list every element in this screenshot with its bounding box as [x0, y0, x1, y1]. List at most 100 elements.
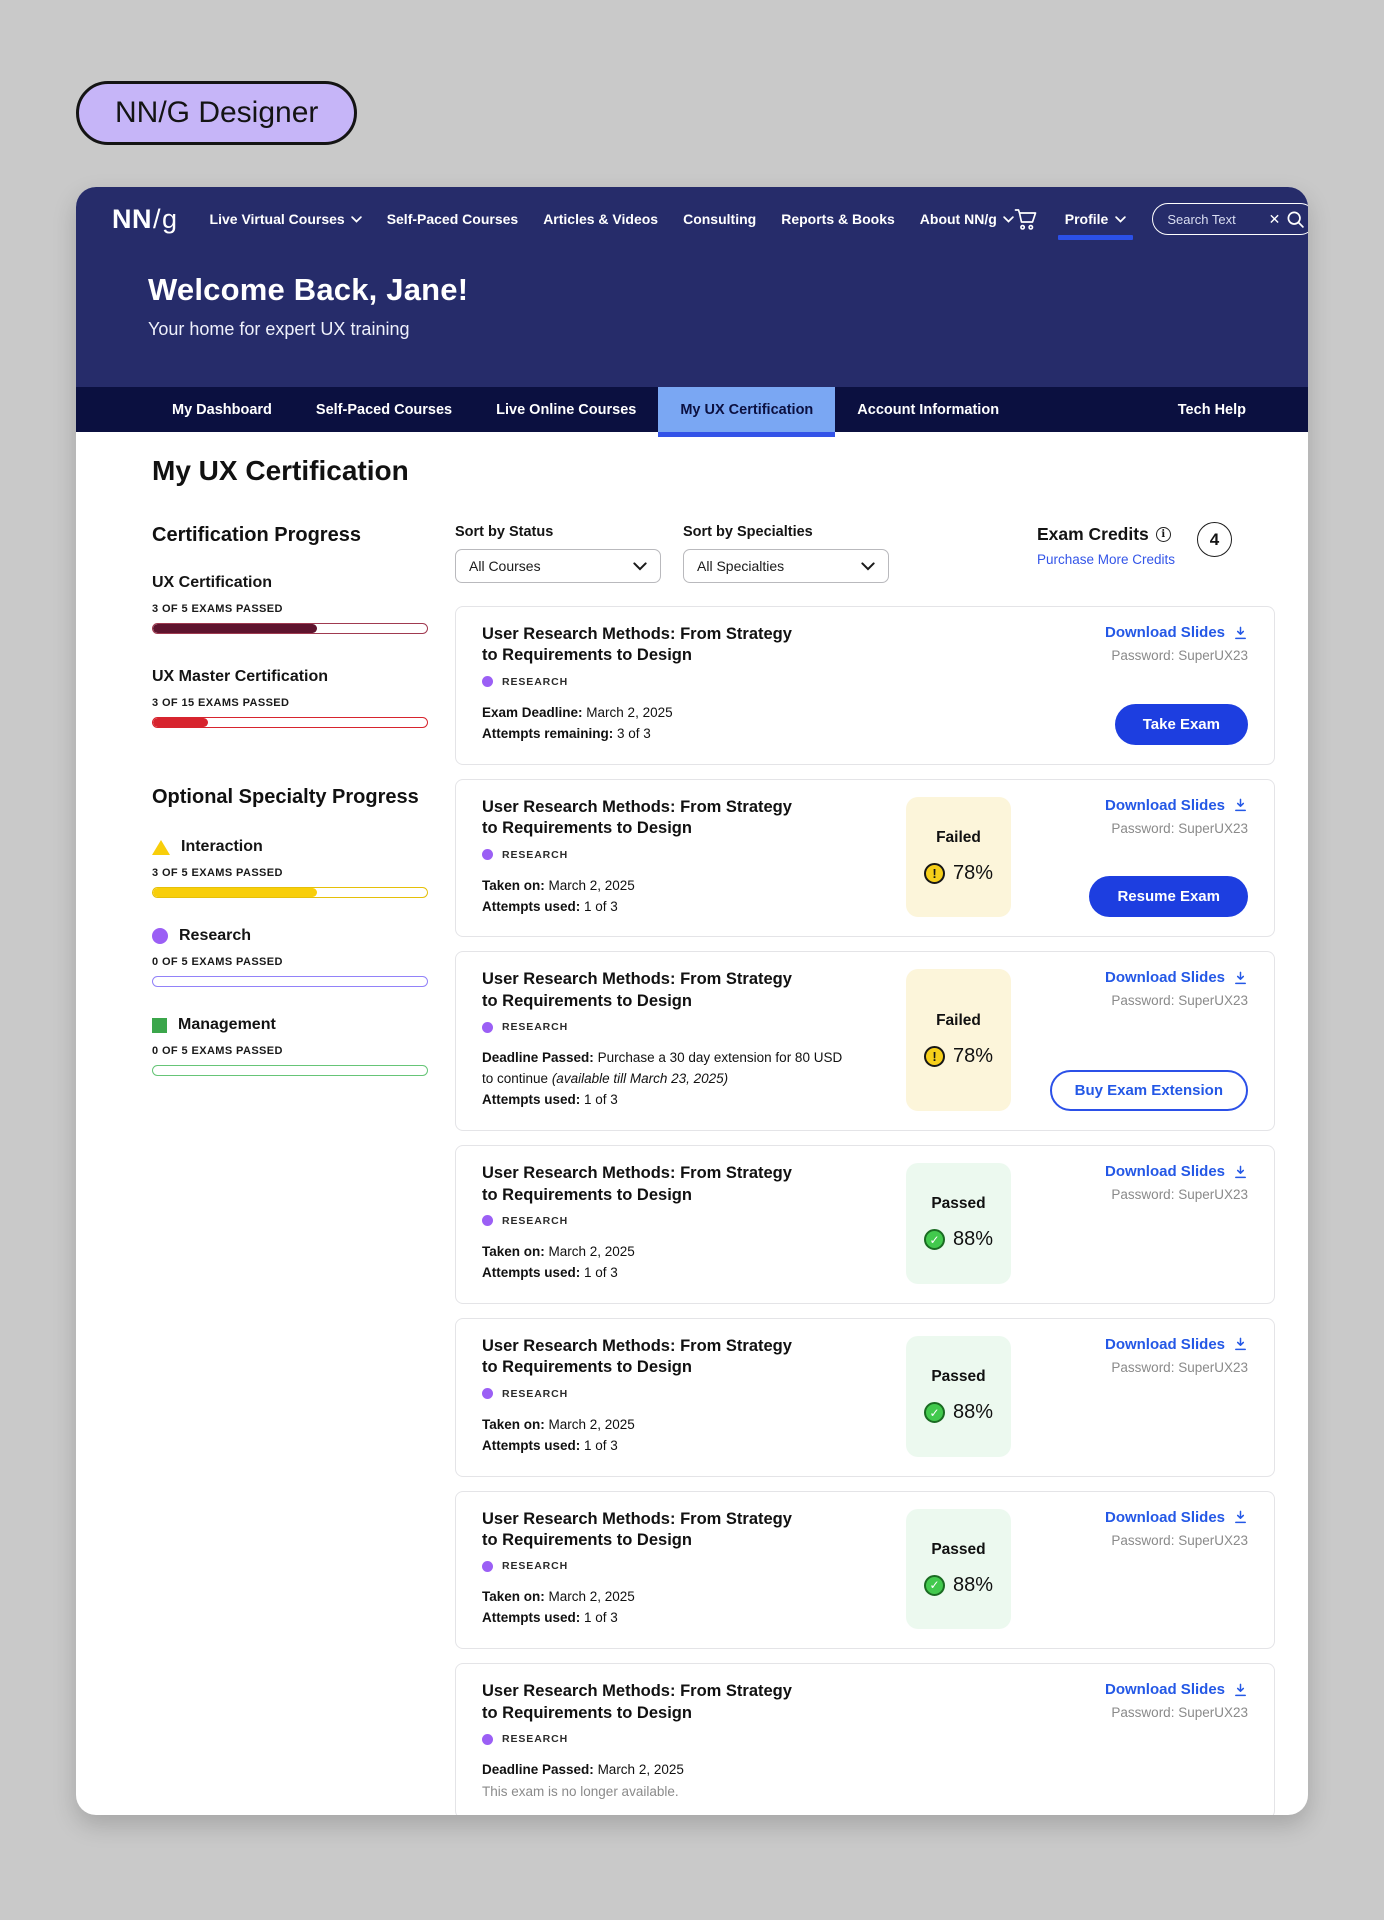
nav-item-reports-books[interactable]: Reports & Books — [781, 211, 895, 227]
exam-meta-line: Attempts used: 1 of 3 — [482, 1610, 618, 1626]
exam-tag-label: RESEARCH — [502, 1387, 569, 1400]
exam-card: User Research Methods: From Strategy to … — [455, 1663, 1275, 1815]
exam-tag-row: RESEARCH — [482, 1021, 847, 1033]
exam-title: User Research Methods: From Strategy to … — [482, 797, 792, 838]
page-content: My UX Certification Certification Progre… — [76, 432, 1308, 1815]
progress-sidebar: Certification Progress UX Certification 3… — [152, 524, 428, 1815]
specialty-progress-heading: Optional Specialty Progress — [152, 786, 419, 808]
specialties-select[interactable]: All Specialties — [683, 549, 889, 583]
nav-links: Live Virtual Courses Self-Paced Courses Ar… — [210, 211, 1014, 227]
exam-credits-count: 4 — [1197, 522, 1232, 557]
nav-item-articles-videos[interactable]: Articles & Videos — [543, 211, 658, 227]
exam-tag-row: RESEARCH — [482, 1215, 847, 1227]
exam-score-value: 78% — [952, 1045, 994, 1068]
interaction-triangle-icon — [152, 839, 170, 855]
exam-title: User Research Methods: From Strategy to … — [482, 1336, 792, 1377]
tab-my-ux-certification[interactable]: My UX Certification — [658, 387, 836, 432]
certification-name: UX Certification — [152, 574, 273, 591]
exam-card: User Research Methods: From Strategy to … — [455, 1490, 1275, 1650]
buy-exam-extension-button[interactable]: Buy Exam Extension — [1049, 1070, 1248, 1112]
status-select-value: All Courses — [469, 558, 541, 574]
chevron-down-icon — [633, 561, 647, 571]
clear-search-icon[interactable]: ✕ — [1268, 211, 1281, 227]
specialty-name: Interaction — [181, 838, 263, 855]
check-icon: ✓ — [923, 1574, 945, 1596]
exam-score-row: ✓ 88% — [923, 1228, 994, 1251]
specialty-name: Research — [179, 927, 252, 944]
nav-item-label: Live Virtual Courses — [209, 211, 345, 227]
exam-meta-line: Attempts used: 1 of 3 — [482, 1264, 618, 1280]
exam-card-actions: Download Slides Password: SuperUX23 Take E… — [1043, 624, 1248, 745]
progress-bar — [152, 887, 428, 898]
exam-status-badge: Passed ✓ 88% — [906, 1335, 1011, 1457]
exam-cards-list: User Research Methods: From Strategy to … — [455, 606, 1275, 1815]
resume-exam-button[interactable]: Resume Exam — [1089, 876, 1248, 918]
specialty-progress-item: Management 0 OF 5 EXAMS PASSED — [152, 1016, 428, 1076]
exam-tag-row: RESEARCH — [482, 1560, 847, 1572]
download-slides-link[interactable]: Download Slides — [1105, 969, 1248, 986]
progress-bar-fill — [153, 888, 318, 897]
take-exam-button[interactable]: Take Exam — [1114, 703, 1248, 745]
exam-meta: Taken on: March 2, 2025 Attempts used: 1 … — [482, 876, 847, 918]
exam-unavailable-note: This exam is no longer available. — [482, 1784, 679, 1800]
exam-card-actions: Download Slides Password: SuperUX23 — [1043, 1681, 1248, 1799]
cart-icon[interactable] — [1014, 208, 1039, 231]
exam-meta-line: Taken on: March 2, 2025 — [482, 1243, 635, 1259]
progress-bar — [152, 1065, 428, 1076]
exam-card-info: User Research Methods: From Strategy to … — [482, 1336, 847, 1457]
nav-item-live-virtual-courses[interactable]: Live Virtual Courses — [210, 211, 362, 227]
exam-score-value: 88% — [952, 1228, 994, 1251]
exam-title: User Research Methods: From Strategy to … — [482, 1509, 792, 1549]
exam-status-badge: Failed! 78% — [906, 796, 1011, 918]
tab-live-online-courses[interactable]: Live Online Courses — [496, 401, 637, 418]
search-icon[interactable] — [1286, 210, 1305, 229]
exam-tag-row: RESEARCH — [482, 849, 847, 861]
exam-status-label: Passed — [931, 1195, 986, 1213]
exam-tag-row: RESEARCH — [482, 1388, 847, 1400]
download-slides-link[interactable]: Download Slides — [1105, 624, 1248, 641]
research-dot-icon — [482, 1388, 493, 1400]
nng-logo[interactable]: NN/g — [112, 203, 178, 234]
exam-meta: Taken on: March 2, 2025 Attempts used: 1 … — [482, 1587, 847, 1629]
exam-tag-label: RESEARCH — [502, 848, 569, 861]
exam-card: User Research Methods: From Strategy to … — [455, 951, 1275, 1132]
exam-card: User Research Methods: From Strategy to … — [455, 1317, 1275, 1477]
exam-meta: Taken on: March 2, 2025 Attempts used: 1 … — [482, 1415, 847, 1457]
exam-meta: Exam Deadline: March 2, 2025 Attempts rem… — [482, 703, 847, 745]
exam-credits-label: Exam Credits — [1036, 524, 1149, 544]
exam-meta-line: Exam Deadline: March 2, 2025 — [482, 704, 673, 720]
profile-menu[interactable]: Profile — [1057, 211, 1133, 240]
download-slides-link[interactable]: Download Slides — [1105, 1681, 1248, 1698]
tab-my-dashboard[interactable]: My Dashboard — [172, 401, 272, 418]
sort-by-specialties-group: Sort by Specialties All Specialties — [683, 524, 889, 583]
info-icon[interactable]: i — [1155, 527, 1171, 542]
check-icon: ✓ — [923, 1402, 945, 1424]
exam-card-actions: Download Slides Password: SuperUX23 Resume… — [1043, 797, 1248, 918]
research-dot-icon — [482, 1560, 493, 1572]
status-select[interactable]: All Courses — [455, 549, 661, 583]
section-tabbar: My Dashboard Self-Paced Courses Live Onlin… — [76, 387, 1308, 432]
nav-item-about-nn-g[interactable]: About NN/g — [920, 211, 1014, 227]
download-slides-link[interactable]: Download Slides — [1105, 797, 1248, 814]
tab-account-information[interactable]: Account Information — [857, 401, 1000, 418]
tab-tech-help[interactable]: Tech Help — [1177, 401, 1246, 418]
exam-status-badge: Passed ✓ 88% — [906, 1163, 1011, 1284]
nav-item-self-paced-courses[interactable]: Self-Paced Courses — [387, 211, 519, 227]
profile-label: Profile — [1064, 211, 1109, 227]
exam-tag-label: RESEARCH — [502, 1021, 569, 1034]
specialty-name-row: Research — [152, 927, 428, 945]
nav-item-consulting[interactable]: Consulting — [683, 211, 756, 227]
chevron-down-icon — [350, 215, 362, 223]
check-icon: ✓ — [923, 1229, 945, 1251]
exam-title: User Research Methods: From Strategy to … — [482, 1682, 792, 1722]
purchase-more-credits-link[interactable]: Purchase More Credits — [1036, 552, 1175, 567]
download-slides-link[interactable]: Download Slides — [1105, 1163, 1248, 1180]
research-dot-icon — [482, 1021, 493, 1033]
download-slides-link[interactable]: Download Slides — [1105, 1509, 1248, 1526]
tab-self-paced-courses[interactable]: Self-Paced Courses — [315, 401, 453, 418]
search-input[interactable] — [1167, 211, 1263, 227]
nav-item-label: About NN/g — [919, 211, 997, 227]
nav-item-label: Reports & Books — [781, 211, 895, 227]
download-slides-link[interactable]: Download Slides — [1105, 1336, 1248, 1353]
exams-passed-label: 3 OF 5 EXAMS PASSED — [152, 603, 283, 615]
